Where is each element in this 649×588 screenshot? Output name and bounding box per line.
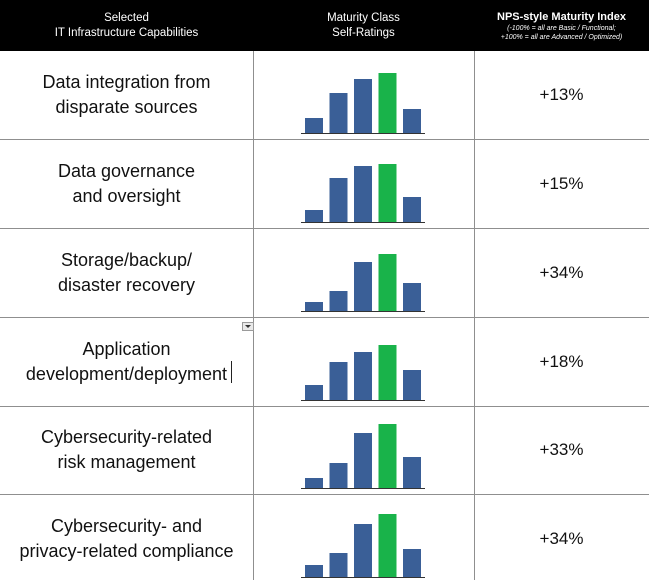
header-nps-note-2: +100% = all are Advanced / Optimized) xyxy=(500,33,623,41)
maturity-bar xyxy=(305,118,323,133)
maturity-bar xyxy=(329,178,348,222)
maturity-bar-chart xyxy=(253,140,474,228)
maturity-bar xyxy=(354,166,372,222)
maturity-bar xyxy=(305,302,323,311)
capability-label-line: development/deployment xyxy=(25,364,228,384)
table-header: Selected IT Infrastructure Capabilities … xyxy=(0,0,649,51)
maturity-bar xyxy=(403,109,421,133)
header-maturity-class: Maturity Class Self-Ratings xyxy=(253,0,474,51)
capability-label-line: Data integration from xyxy=(42,72,211,92)
nps-index-value: +34% xyxy=(539,529,584,548)
header-maturity-line-2: Self-Ratings xyxy=(332,26,395,39)
capability-label: Data governance and oversight xyxy=(0,140,253,228)
capability-label-line: risk management xyxy=(57,452,196,472)
nps-index-value: +33% xyxy=(539,440,584,459)
maturity-bar-highlight xyxy=(378,73,397,133)
capability-label-line: Application xyxy=(82,339,171,359)
capability-label-line: Cybersecurity- and xyxy=(50,516,203,536)
table-row: Cybersecurity-related risk management +33% xyxy=(0,406,649,495)
header-capabilities: Selected IT Infrastructure Capabilities xyxy=(0,0,253,51)
maturity-bar-chart-svg xyxy=(301,514,425,578)
maturity-bar xyxy=(329,463,348,488)
maturity-bar-chart-svg xyxy=(301,164,425,223)
nps-index-value: +34% xyxy=(539,263,584,282)
maturity-bar xyxy=(354,352,372,400)
header-maturity-line-1: Maturity Class xyxy=(327,11,400,24)
maturity-bar xyxy=(403,549,421,577)
capability-label: Cybersecurity- and privacy-related compli… xyxy=(0,495,253,583)
table-row: Application development/deployment +18% xyxy=(0,318,649,407)
maturity-bar xyxy=(354,524,372,577)
maturity-bar xyxy=(354,433,372,488)
header-nps-note-1: (-100% = all are Basic / Functional; xyxy=(507,24,616,32)
nps-index-value: +15% xyxy=(539,174,584,193)
column-divider xyxy=(253,51,254,580)
capability-label-line: privacy-related compliance xyxy=(19,541,234,561)
capability-label-line: disaster recovery xyxy=(57,275,196,295)
maturity-bar-highlight xyxy=(378,424,397,488)
maturity-bar-chart xyxy=(253,51,474,139)
nps-index-value: +13% xyxy=(539,85,584,104)
maturity-bar xyxy=(403,197,421,222)
header-capabilities-line-2: IT Infrastructure Capabilities xyxy=(54,26,199,39)
capability-label-line: Data governance xyxy=(57,161,196,181)
table-row: Data governance and oversight +15% xyxy=(0,140,649,229)
maturity-bar xyxy=(403,283,421,311)
table-row: Data integration from disparate sources +1… xyxy=(0,51,649,140)
maturity-bar-chart-svg xyxy=(301,73,425,134)
maturity-bar-chart-svg xyxy=(301,254,425,312)
maturity-bar-chart xyxy=(253,318,474,406)
maturity-bar-highlight xyxy=(378,345,397,400)
maturity-bar xyxy=(329,362,348,400)
maturity-bar-chart xyxy=(253,495,474,583)
maturity-bar xyxy=(403,370,421,400)
maturity-bar xyxy=(305,210,323,222)
maturity-bar-chart-svg xyxy=(301,345,425,401)
table-row: Storage/backup/disaster recovery +34% xyxy=(0,229,649,318)
header-capabilities-line-1: Selected xyxy=(104,11,149,24)
maturity-bar xyxy=(329,291,348,311)
maturity-bar-highlight xyxy=(378,514,397,577)
maturity-bar xyxy=(354,79,372,133)
maturity-bar xyxy=(305,478,323,488)
column-divider xyxy=(474,51,475,580)
capability-label-line: Cybersecurity-related xyxy=(40,427,213,447)
header-nps-index: NPS-style Maturity Index (-100% = all ar… xyxy=(474,0,649,51)
chevron-down-icon[interactable] xyxy=(242,322,254,331)
maturity-bar-chart xyxy=(253,406,474,494)
maturity-bar xyxy=(403,457,421,488)
header-nps-title: NPS-style Maturity Index xyxy=(497,10,626,23)
capability-label: Application development/deployment xyxy=(0,318,253,406)
maturity-bar-chart-svg xyxy=(301,424,425,489)
capability-label: Storage/backup/disaster recovery xyxy=(0,229,253,317)
maturity-bar xyxy=(305,565,323,577)
capability-label-line: Storage/backup/ xyxy=(60,250,193,270)
capability-label-line: and oversight xyxy=(72,186,181,206)
maturity-bar-highlight xyxy=(378,254,397,311)
maturity-bar-chart xyxy=(253,229,474,317)
maturity-bar-highlight xyxy=(378,164,397,222)
capability-label: Data integration from disparate sources xyxy=(0,51,253,139)
capability-label: Cybersecurity-related risk management xyxy=(0,406,253,494)
maturity-bar xyxy=(329,553,348,577)
capability-label-line: disparate sources xyxy=(55,97,198,117)
table-row: Cybersecurity- and privacy-related compli… xyxy=(0,495,649,583)
maturity-bar xyxy=(354,262,372,311)
maturity-bar xyxy=(305,385,323,400)
text-cursor xyxy=(231,361,232,383)
nps-index-value: +18% xyxy=(539,352,584,371)
maturity-bar xyxy=(329,93,348,133)
